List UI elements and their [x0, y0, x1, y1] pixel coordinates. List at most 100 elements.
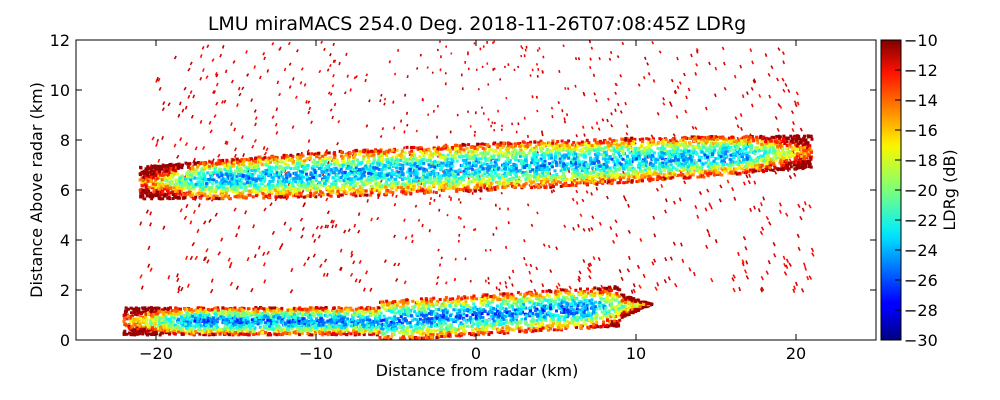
speckle-mark [397, 262, 401, 267]
band-cell [162, 192, 166, 196]
speckle-mark [615, 233, 618, 238]
speckle-mark [504, 245, 508, 249]
band-cell [372, 156, 376, 160]
speckle-mark [694, 72, 698, 76]
speckle-mark [539, 185, 543, 189]
band-cell [656, 158, 660, 162]
band-cell [362, 193, 366, 197]
band-cell [285, 176, 289, 180]
band-cell [221, 194, 225, 198]
speckle-mark [718, 198, 722, 203]
speckle-mark [741, 261, 745, 267]
band-cell [294, 192, 298, 196]
band-cell [354, 176, 358, 180]
speckle-mark [782, 255, 786, 260]
speckle-mark [189, 90, 193, 95]
band-cell [597, 160, 601, 164]
speckle-mark [551, 114, 554, 119]
speckle-mark [590, 226, 594, 231]
band-cell [474, 154, 478, 158]
speckle-mark [162, 101, 166, 106]
speckle-mark [213, 114, 217, 118]
band-cell [612, 146, 616, 150]
speckle-mark [274, 122, 278, 127]
band-cell [537, 173, 541, 177]
speckle-mark [733, 196, 737, 201]
speckle-mark [343, 91, 347, 95]
band-cell [326, 193, 330, 197]
band-cell [558, 157, 562, 161]
band-cell [196, 165, 200, 169]
speckle-mark [190, 114, 194, 119]
speckle-mark [438, 208, 441, 212]
band-cell [569, 149, 573, 153]
speckle-mark [416, 67, 419, 70]
band-cell [565, 178, 569, 182]
band-cell [496, 145, 500, 149]
speckle-mark [157, 158, 161, 163]
speckle-mark [446, 213, 449, 217]
band-cell [499, 141, 503, 145]
band-cell [636, 147, 640, 151]
band-cell [572, 167, 576, 171]
speckle-mark [808, 275, 813, 280]
band-cell [472, 180, 476, 184]
speckle-mark [639, 237, 643, 242]
band-cell [492, 150, 496, 154]
band-cell [551, 141, 555, 145]
band-cell [536, 178, 540, 182]
band-cell [641, 152, 645, 156]
speckle-mark [187, 94, 191, 99]
speckle-mark [287, 182, 291, 187]
band-cell [297, 169, 301, 173]
speckle-mark [499, 281, 502, 285]
speckle-mark [278, 92, 282, 97]
speckle-mark [625, 132, 629, 136]
speckle-mark [810, 247, 815, 253]
speckle-mark [410, 234, 414, 238]
speckle-mark [691, 125, 695, 130]
speckle-mark [636, 264, 641, 270]
speckle-mark [588, 262, 593, 267]
band-cell [766, 156, 770, 160]
speckle-mark [323, 47, 326, 52]
speckle-mark [765, 270, 769, 275]
speckle-mark [203, 220, 207, 225]
band-cell [297, 195, 301, 199]
speckle-mark [768, 94, 772, 99]
speckle-mark [355, 75, 358, 79]
band-cell [600, 175, 604, 179]
speckle-mark [383, 102, 386, 106]
speckle-mark [325, 197, 329, 202]
band-cell [200, 167, 204, 171]
band-cell [271, 184, 275, 188]
speckle-mark [403, 218, 406, 222]
band-cell [288, 192, 292, 196]
band-cell [740, 163, 744, 167]
speckle-mark [656, 282, 660, 287]
band-cell [575, 168, 579, 172]
band-cell [464, 188, 468, 192]
band-cell [383, 167, 387, 171]
band-cell [637, 179, 641, 183]
speckle-mark [692, 271, 696, 277]
speckle-mark [610, 112, 613, 116]
band-cell [406, 180, 410, 184]
band-cell [610, 145, 614, 149]
band-cell [398, 163, 402, 167]
speckle-mark [393, 72, 397, 76]
band-cell [467, 143, 471, 147]
speckle-mark [741, 94, 745, 99]
band-cell [553, 155, 557, 159]
band-cell [397, 170, 401, 174]
band-cell [764, 167, 768, 171]
speckle-mark [530, 223, 534, 227]
band-cell [543, 153, 547, 157]
speckle-mark [349, 272, 354, 277]
speckle-mark [681, 258, 685, 263]
band-cell [354, 166, 358, 170]
band-cell [441, 161, 445, 165]
band-cell [395, 148, 399, 152]
band-cell [152, 190, 156, 194]
band-cell [386, 156, 390, 160]
